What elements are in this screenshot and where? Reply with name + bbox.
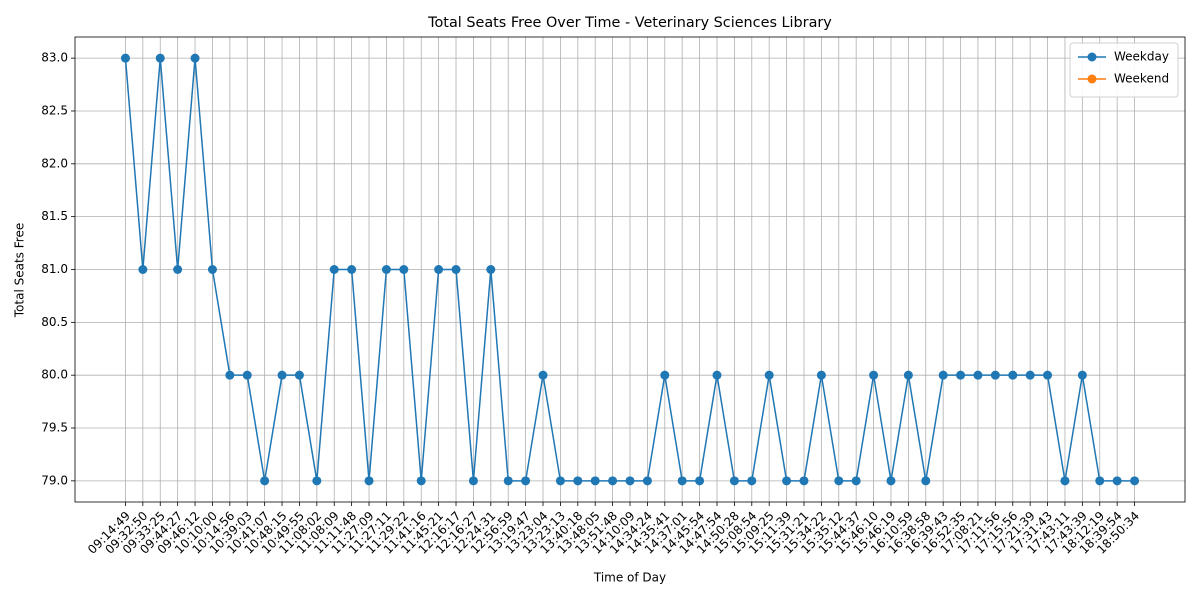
data-point	[294, 370, 304, 380]
y-tick-label: 82.5	[41, 103, 68, 117]
data-point	[1008, 370, 1018, 380]
plot-frame	[74, 36, 1186, 503]
legend-label: Weekend	[1114, 72, 1169, 86]
data-point	[242, 370, 252, 380]
y-tick-label: 81.0	[41, 262, 68, 276]
data-point	[990, 370, 1000, 380]
y-axis-label: Total Seats Free	[13, 223, 27, 318]
data-point	[1025, 370, 1035, 380]
data-point	[416, 476, 426, 486]
data-point	[207, 265, 217, 274]
data-point	[1112, 476, 1122, 486]
data-point	[347, 265, 357, 274]
data-point	[173, 265, 183, 274]
data-point	[642, 476, 652, 486]
data-point	[921, 476, 931, 486]
data-point	[1077, 370, 1087, 380]
data-point	[903, 370, 913, 380]
data-point	[816, 370, 826, 380]
data-point	[451, 265, 461, 274]
data-point	[712, 370, 722, 380]
data-point	[486, 265, 496, 274]
data-point	[503, 476, 513, 486]
data-point	[799, 476, 809, 486]
y-tick-label: 80.0	[41, 368, 68, 382]
x-axis-label: Time of Day	[593, 571, 666, 585]
data-point	[1095, 476, 1105, 486]
data-point	[956, 370, 966, 380]
legend-label: Weekday	[1114, 50, 1169, 64]
data-point	[573, 476, 583, 486]
y-tick-label: 80.5	[41, 315, 68, 329]
data-point	[938, 370, 948, 380]
data-point	[381, 265, 391, 274]
data-point	[312, 476, 322, 486]
chart-title: Total Seats Free Over Time - Veterinary …	[427, 15, 832, 31]
data-point	[1043, 370, 1053, 380]
data-point	[729, 476, 739, 486]
data-point	[1060, 476, 1070, 486]
y-tick-label: 79.0	[41, 473, 68, 487]
legend-marker	[1087, 52, 1097, 62]
data-point	[677, 476, 687, 486]
data-point	[747, 476, 757, 486]
data-point	[260, 476, 270, 486]
data-point	[660, 370, 670, 380]
data-point	[782, 476, 792, 486]
data-point	[538, 370, 548, 380]
legend-marker	[1087, 74, 1097, 84]
y-tick-label: 79.5	[41, 421, 68, 435]
data-point	[468, 476, 478, 486]
data-point	[329, 265, 339, 274]
data-point	[625, 476, 635, 486]
data-point	[851, 476, 861, 486]
y-tick-label: 82.0	[41, 156, 68, 170]
data-point	[521, 476, 531, 486]
data-point	[834, 476, 844, 486]
data-point	[138, 265, 148, 274]
data-point	[555, 476, 565, 486]
data-point	[695, 476, 705, 486]
data-point	[608, 476, 618, 486]
y-tick-label: 81.5	[41, 209, 68, 223]
data-point	[277, 370, 287, 380]
data-point	[886, 476, 896, 486]
data-point	[764, 370, 774, 380]
data-point	[1130, 476, 1140, 486]
data-point	[590, 476, 600, 486]
data-point	[225, 370, 235, 380]
data-point	[120, 53, 130, 63]
data-point	[399, 265, 409, 274]
data-point	[434, 265, 444, 274]
data-point	[869, 370, 879, 380]
data-point	[973, 370, 983, 380]
data-point	[190, 53, 200, 63]
data-point	[364, 476, 374, 486]
data-point	[155, 53, 165, 63]
y-tick-label: 83.0	[41, 51, 68, 65]
